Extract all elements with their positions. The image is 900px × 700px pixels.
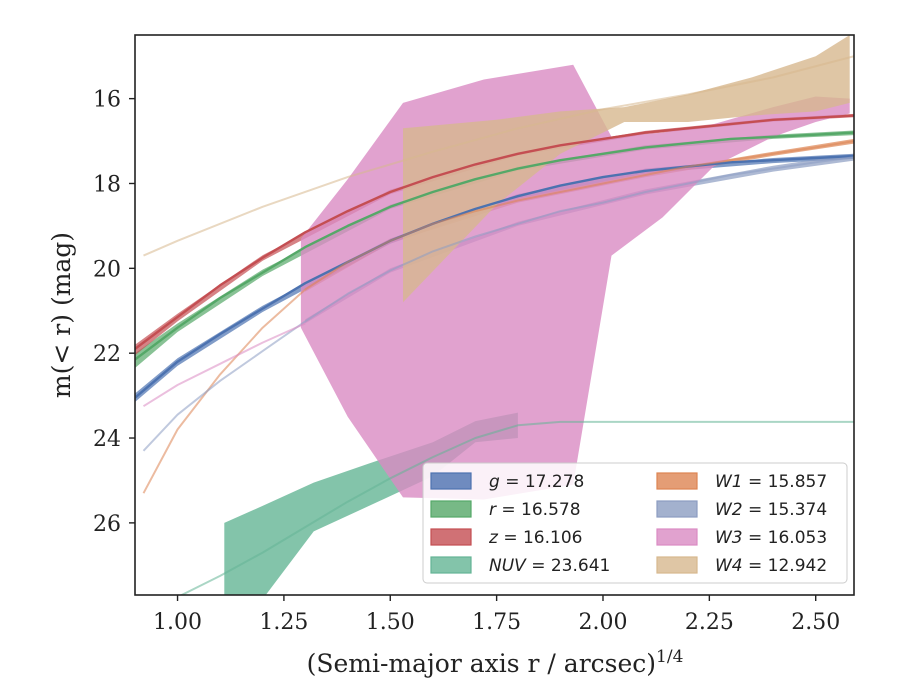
- x-tick-label: 2.25: [685, 610, 734, 635]
- y-axis-label: m(< r) (mag): [47, 232, 76, 398]
- legend-swatch-w1: [656, 472, 698, 490]
- x-tick-label: 1.25: [259, 610, 308, 635]
- legend-swatch-w4: [656, 556, 698, 574]
- legend-swatch-r: [430, 500, 472, 518]
- line-w4: [143, 55, 854, 257]
- line-w2: [142, 156, 854, 452]
- line-w1: [142, 140, 854, 494]
- legend-label-w4: W4 = 12.942: [715, 556, 827, 576]
- plot-frame: [134, 34, 855, 596]
- legend-label-w2: W2 = 15.374: [715, 500, 827, 520]
- x-axis-ticks: 1.00 1.25 1.50 1.75 2.00 2.25 2.50: [153, 595, 840, 635]
- line-w3: [142, 322, 306, 408]
- y-axis-ticks: 16 18 20 22 24 26: [93, 88, 135, 537]
- legend-label-nuv: NUV = 23.641: [489, 556, 610, 576]
- y-tick-label: 26: [93, 512, 121, 537]
- legend-label-g: g = 17.278: [489, 472, 584, 492]
- y-tick-label: 16: [93, 88, 121, 113]
- legend-label-w1: W1 = 15.857: [715, 472, 827, 492]
- x-axis-label-superscript: 1/4: [656, 647, 683, 667]
- line-r: [135, 131, 854, 361]
- x-tick-label: 1.00: [153, 610, 202, 635]
- y-tick-label: 18: [93, 172, 121, 197]
- line-g: [135, 154, 854, 399]
- x-tick-label: 2.00: [578, 610, 627, 635]
- line-z: [135, 114, 854, 350]
- legend-label-w3: W3 = 16.053: [715, 528, 827, 548]
- line-nuv: [179, 420, 854, 595]
- legend-swatch-w2: [656, 500, 698, 518]
- x-axis-label: (Semi-major axis r / arcsec)1/4: [307, 647, 684, 678]
- x-tick-label: 2.50: [791, 610, 840, 635]
- x-axis-label-main: (Semi-major axis r / arcsec): [307, 649, 656, 678]
- growth-curves: [135, 55, 854, 595]
- x-tick-label: 1.75: [472, 610, 521, 635]
- legend-swatch-w3: [656, 528, 698, 546]
- band-w4: [403, 35, 850, 303]
- y-tick-label: 24: [93, 427, 121, 452]
- legend-swatch-g: [430, 472, 472, 490]
- legend: g = 17.278 r = 16.578 z = 16.106 NUV = 23.6…: [422, 462, 848, 584]
- x-tick-label: 1.50: [366, 610, 415, 635]
- legend-box: [422, 462, 848, 584]
- legend-label-z: z = 16.106: [488, 528, 582, 548]
- y-tick-label: 22: [93, 342, 121, 367]
- legend-swatch-nuv: [430, 556, 472, 574]
- legend-label-r: r = 16.578: [489, 500, 581, 520]
- legend-swatch-z: [430, 528, 472, 546]
- y-tick-label: 20: [93, 257, 121, 282]
